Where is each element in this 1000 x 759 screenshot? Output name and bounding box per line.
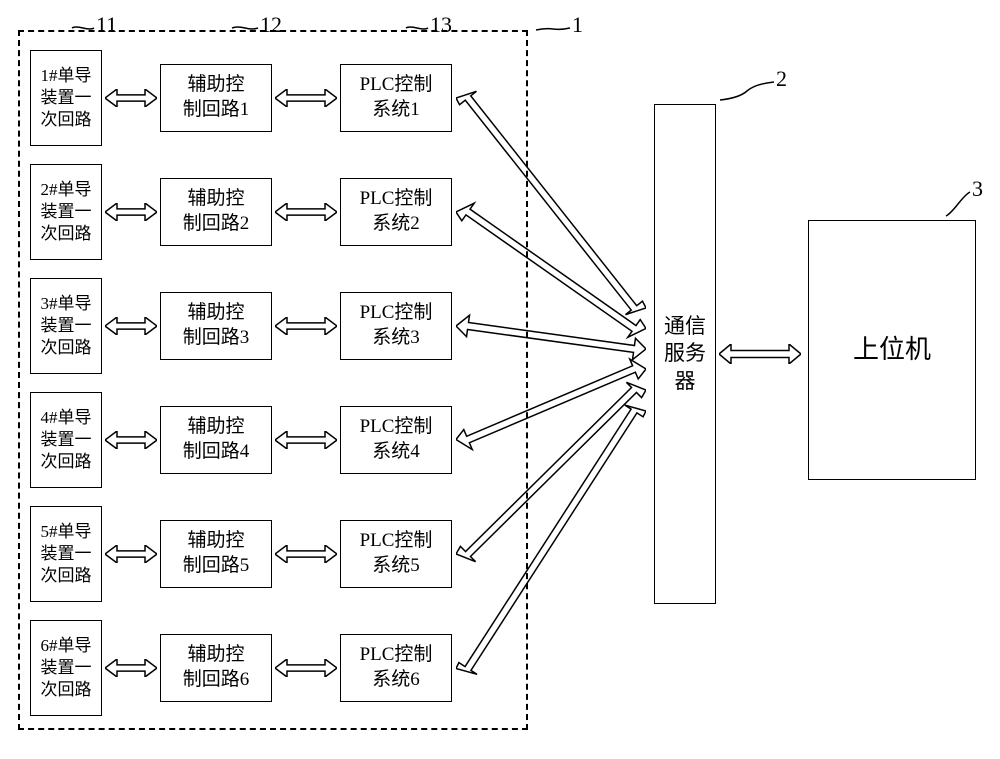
arrow-aux-plc-5 xyxy=(275,545,337,563)
plc-system-5: PLC控制 系统5 xyxy=(340,520,452,588)
arrow-device-aux-3 xyxy=(105,317,157,335)
device-primary-loop-1: 1#单导 装置一 次回路 xyxy=(30,50,102,146)
plc-system-2: PLC控制 系统2 xyxy=(340,178,452,246)
device-primary-loop-5: 5#单导 装置一 次回路 xyxy=(30,506,102,602)
arrow-device-aux-1 xyxy=(105,89,157,107)
arrow-aux-plc-1 xyxy=(275,89,337,107)
ref-connector-3 xyxy=(940,186,976,222)
ref-connector-13 xyxy=(400,22,434,34)
device-primary-loop-4: 4#单导 装置一 次回路 xyxy=(30,392,102,488)
aux-control-loop-5: 辅助控 制回路5 xyxy=(160,520,272,588)
arrow-server-host xyxy=(719,344,801,364)
arrow-device-aux-4 xyxy=(105,431,157,449)
device-primary-loop-3: 3#单导 装置一 次回路 xyxy=(30,278,102,374)
arrow-device-aux-5 xyxy=(105,545,157,563)
plc-system-6: PLC控制 系统6 xyxy=(340,634,452,702)
arrow-device-aux-2 xyxy=(105,203,157,221)
aux-control-loop-4: 辅助控 制回路4 xyxy=(160,406,272,474)
aux-control-loop-6: 辅助控 制回路6 xyxy=(160,634,272,702)
plc-system-4: PLC控制 系统4 xyxy=(340,406,452,474)
arrow-device-aux-6 xyxy=(105,659,157,677)
plc-system-3: PLC控制 系统3 xyxy=(340,292,452,360)
ref-connector-12 xyxy=(226,22,264,34)
plc-system-1: PLC控制 系统1 xyxy=(340,64,452,132)
comm-server: 通信 服务器 xyxy=(654,104,716,604)
arrow-aux-plc-4 xyxy=(275,431,337,449)
arrow-plc-server-6 xyxy=(456,397,646,682)
aux-control-loop-3: 辅助控 制回路3 xyxy=(160,292,272,360)
ref-connector-11 xyxy=(66,22,100,34)
arrow-aux-plc-3 xyxy=(275,317,337,335)
host-computer: 上位机 xyxy=(808,220,976,480)
ref-connector-1 xyxy=(530,22,576,36)
ref-connector-2 xyxy=(714,76,780,106)
aux-control-loop-2: 辅助控 制回路2 xyxy=(160,178,272,246)
arrow-aux-plc-2 xyxy=(275,203,337,221)
arrow-aux-plc-6 xyxy=(275,659,337,677)
device-primary-loop-2: 2#单导 装置一 次回路 xyxy=(30,164,102,260)
aux-control-loop-1: 辅助控 制回路1 xyxy=(160,64,272,132)
device-primary-loop-6: 6#单导 装置一 次回路 xyxy=(30,620,102,716)
